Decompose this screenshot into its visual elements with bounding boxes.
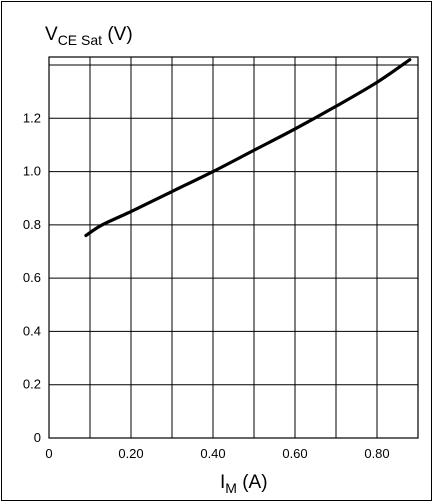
y-tick-labels: 0 0.2 0.4 0.6 0.8 1.0 1.2 bbox=[23, 110, 41, 445]
x-tick-label-3: 0.60 bbox=[282, 446, 307, 461]
x-tick-label-2: 0.40 bbox=[200, 446, 225, 461]
y-tick-label-2: 0.4 bbox=[23, 323, 41, 338]
y-axis-title: VCE Sat (V) bbox=[45, 24, 133, 48]
x-tick-label-1: 0.20 bbox=[118, 446, 143, 461]
x-tick-label-4: 0.80 bbox=[364, 446, 389, 461]
x-axis-title-unit: (A) bbox=[237, 472, 268, 493]
y-axis-title-unit: (V) bbox=[102, 24, 133, 45]
y-tick-label-1: 0.2 bbox=[23, 377, 41, 392]
x-tick-labels: 0 0.20 0.40 0.60 0.80 bbox=[45, 446, 389, 461]
grid-lines bbox=[49, 57, 418, 438]
y-tick-label-5: 1.0 bbox=[23, 164, 41, 179]
vce-sat-curve bbox=[84, 58, 412, 238]
y-axis-title-subscript: CE Sat bbox=[58, 32, 102, 48]
plot-area-border bbox=[48, 56, 419, 439]
x-tick-label-0: 0 bbox=[45, 446, 52, 461]
y-tick-label-6: 1.2 bbox=[23, 110, 41, 125]
y-tick-label-3: 0.6 bbox=[23, 270, 41, 285]
x-axis-title-subscript: M bbox=[225, 480, 237, 496]
y-axis-title-main: V bbox=[45, 24, 58, 45]
x-axis-title: IM (A) bbox=[220, 472, 268, 496]
y-tick-label-0: 0 bbox=[34, 430, 41, 445]
x-axis-title-main: I bbox=[220, 472, 225, 493]
y-tick-label-4: 0.8 bbox=[23, 217, 41, 232]
